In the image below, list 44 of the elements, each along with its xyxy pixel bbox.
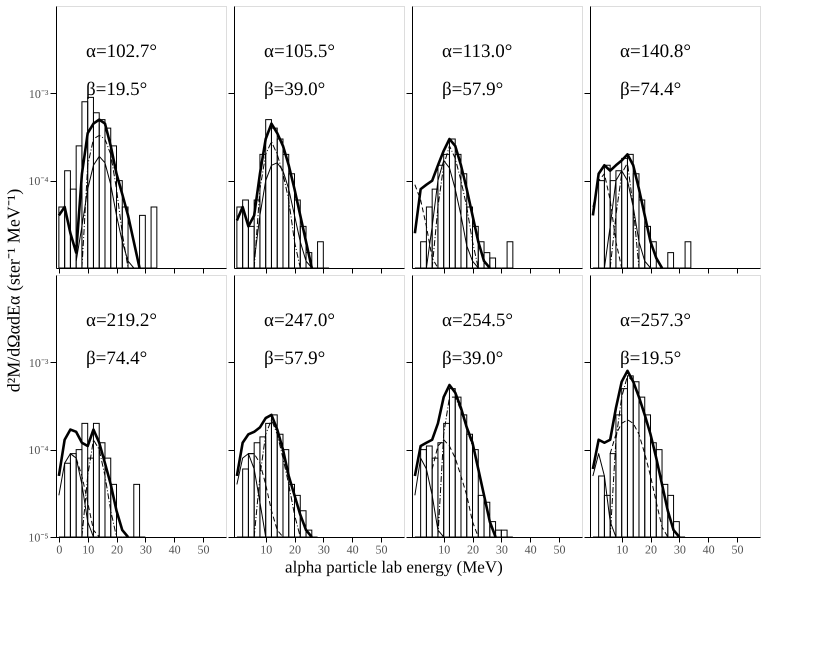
x-tick-label: 10 [616,542,628,556]
y-tick-label: 10⁻³ [28,356,49,370]
y-tick-label: 10⁻⁵ [28,530,48,544]
x-tick-label: 40 [346,542,359,556]
annotation: α=140.8° [620,41,692,62]
x-tick-label: 20 [645,542,658,556]
annotation: β=57.9° [442,79,504,100]
x-tick-label: 20 [111,542,124,556]
x-tick-label: 10 [438,542,450,556]
annotation: β=19.5° [86,79,148,100]
x-tick-label: 30 [140,542,152,556]
annotation: β=39.0° [264,79,326,100]
annotation: α=254.5° [442,310,514,331]
annotation: β=19.5° [620,348,682,369]
x-tick-label: 30 [674,542,686,556]
annotation: β=74.4° [620,79,682,100]
annotation: β=57.9° [264,348,326,369]
y-tick-label: 10⁻³ [28,86,49,101]
x-tick-label: 10 [82,542,94,556]
y-tick-label: 10⁻⁴ [28,174,48,188]
x-tick-label: 40 [524,542,537,556]
annotation: α=102.7° [86,41,158,62]
x-tick-label: 10 [260,542,272,556]
annotation: α=219.2° [86,310,158,331]
x-tick-label: 20 [467,542,480,556]
annotation: β=39.0° [442,348,504,369]
x-tick-label: 50 [553,542,566,556]
x-tick-label: 50 [731,542,744,556]
x-tick-label: 40 [702,542,715,556]
annotation: β=74.4° [86,348,148,369]
x-tick-label: 20 [289,542,302,556]
x-tick-label: 50 [197,542,210,556]
y-tick-label: 10⁻⁴ [28,443,48,458]
annotation: α=113.0° [442,41,512,62]
annotation: α=247.0° [264,310,336,331]
x-tick-label: 30 [318,542,330,556]
x-tick-label: 0 [56,542,62,556]
y-axis-title: d²M/dΩαdEα (ster⁻¹ MeV⁻¹) [3,188,24,392]
annotation: α=257.3° [620,310,692,331]
annotation: α=105.5° [264,41,336,62]
x-tick-label: 40 [168,542,181,556]
x-tick-label: 30 [496,542,508,556]
x-tick-label: 50 [375,542,388,556]
x-axis-title: alpha particle lab energy (MeV) [285,558,503,576]
